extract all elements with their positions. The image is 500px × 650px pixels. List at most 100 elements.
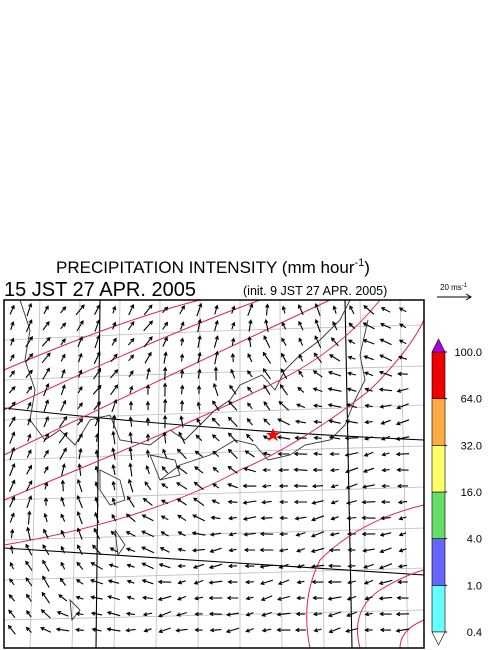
wind-vector (76, 478, 83, 493)
wind-vector (246, 417, 253, 426)
wind-vector (398, 339, 407, 345)
title: PRECIPITATION INTENSITY (mm hour-1) (56, 257, 370, 277)
wind-vector (293, 467, 308, 472)
wind-vector (363, 579, 374, 585)
wind-vector (43, 433, 49, 443)
wind-vector (212, 483, 220, 489)
wind-vector (263, 384, 271, 395)
wind-vector (9, 462, 16, 477)
wind-vector (77, 385, 83, 394)
contour (399, 619, 425, 649)
wind-vector (43, 528, 49, 539)
wind-vector (378, 579, 393, 586)
wind-vector (177, 531, 186, 537)
wind-vector (128, 400, 134, 411)
wind-vector (228, 532, 237, 537)
wind-vector (279, 383, 288, 396)
wind-vector (380, 419, 391, 425)
colorbar-over (431, 338, 446, 353)
wind-vector (42, 367, 50, 380)
wind-vector (179, 369, 185, 378)
wind-vector (399, 323, 407, 329)
wind-vector (90, 611, 103, 616)
wind-vector (263, 335, 271, 349)
wind-vector (328, 627, 341, 634)
wind-vector (196, 302, 203, 317)
wind-vector (179, 321, 185, 330)
map (3, 299, 425, 649)
wind-vector (76, 511, 83, 525)
wind-vector (141, 562, 154, 570)
wind-vector (346, 611, 358, 617)
wind-vector (60, 384, 66, 395)
wind-vector (265, 303, 270, 316)
wind-vector (179, 337, 185, 346)
wind-vector (396, 388, 409, 393)
wind-vector (176, 595, 187, 601)
wind-vector (278, 548, 289, 553)
wind-vector (312, 595, 323, 601)
wind-vector (127, 478, 134, 493)
wind-vector (76, 494, 83, 509)
wind-vector (94, 511, 100, 524)
wind-vector (125, 513, 136, 523)
vector-key-sup: -1 (462, 283, 468, 289)
wind-vector (61, 368, 66, 379)
wind-vector (179, 353, 185, 362)
wind-vector (330, 500, 339, 505)
colorbar-label: 100.0 (454, 347, 482, 359)
wind-vector (26, 526, 31, 541)
colorbar-label: 1.0 (467, 580, 482, 592)
wind-vector (328, 563, 341, 569)
wind-vector (8, 609, 16, 619)
wind-vector (76, 320, 84, 332)
wind-vector (59, 577, 66, 586)
wind-vector (227, 483, 238, 489)
wind-vector (262, 467, 271, 473)
wind-vector (211, 417, 220, 427)
wind-vector (94, 433, 100, 442)
wind-vector (59, 415, 68, 428)
wind-vector (27, 510, 32, 525)
wind-vector (363, 371, 374, 377)
wind-vector (141, 546, 155, 554)
wind-vector (379, 547, 392, 554)
wind-vector (261, 484, 272, 489)
wind-vector (9, 545, 15, 554)
vector-key-label: 20 ms-1 (440, 283, 468, 292)
wind-vector (344, 436, 359, 441)
wind-vector (209, 532, 222, 537)
wind-vector (310, 547, 325, 554)
wind-vector (278, 483, 289, 489)
wind-vector (177, 580, 186, 585)
wind-vector (262, 351, 272, 364)
wind-vector (244, 450, 255, 458)
wind-vector (93, 401, 101, 411)
wind-vector (112, 414, 117, 429)
wind-vector (347, 580, 356, 585)
wind-vector (92, 384, 102, 395)
wind-vector (175, 465, 188, 475)
wind-vector (379, 404, 392, 409)
wind-vector (94, 481, 99, 490)
wind-vector (10, 528, 15, 539)
wind-vector (276, 435, 291, 440)
wind-vector (196, 418, 202, 426)
wind-vector (228, 400, 238, 411)
wind-vector (108, 563, 119, 568)
wind-vector (212, 382, 219, 397)
wind-vector (197, 318, 202, 333)
wind-vector (42, 559, 50, 572)
wind-vector (92, 544, 102, 556)
wind-vector (9, 370, 15, 378)
wind-vector (192, 563, 205, 569)
wind-vector (347, 563, 356, 569)
wind-vector (395, 628, 410, 633)
colorbar-label: 64.0 (461, 394, 482, 406)
wind-vector (125, 547, 136, 553)
wind-vector (43, 512, 48, 523)
wind-vector (40, 626, 52, 633)
wind-vector (111, 398, 118, 413)
wind-vector (345, 627, 358, 633)
wind-vector (127, 337, 135, 346)
